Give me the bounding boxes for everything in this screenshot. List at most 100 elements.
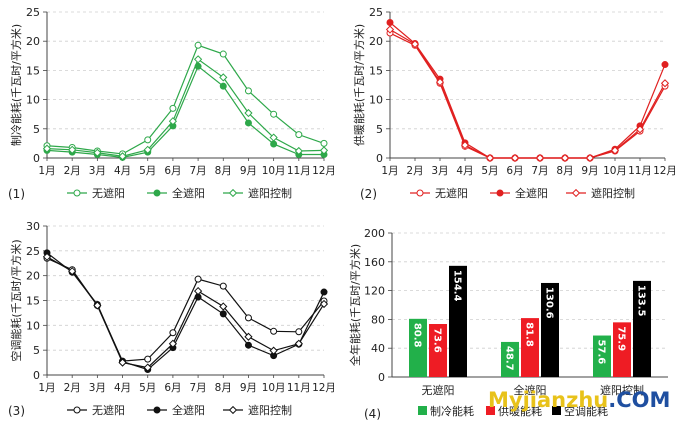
p2-ylabel: 供暖能耗(千瓦时/平方米): [352, 24, 366, 146]
p1-legend-marker: [153, 189, 161, 197]
p4-bar: [449, 265, 467, 377]
p4-ytick-label: 0: [378, 371, 385, 384]
p4-bar: [501, 341, 519, 377]
p3-ytick-label: 15: [26, 295, 40, 308]
p4-panel-label: (4): [364, 407, 381, 421]
p3-ylabel: 空调能耗(千瓦时/平方米): [9, 239, 23, 361]
p2-ytick-label: 10: [369, 94, 383, 107]
p4-ytick-label: 120: [364, 285, 385, 298]
p2-ytick-label: 15: [369, 64, 383, 77]
p1-ytick-label: 5: [33, 123, 40, 136]
p1-xtick-label: 4月: [114, 165, 131, 177]
p2-legend-marker: [416, 189, 424, 197]
p2-ytick-label: 25: [369, 6, 383, 19]
p4-category-label: 遮阳控制: [600, 383, 644, 397]
p2-series-3-point: [560, 153, 570, 163]
p2-xtick-label: 11月: [628, 165, 652, 177]
p3-xtick-label: 3月: [89, 382, 106, 394]
p2-xtick-label: 9月: [581, 165, 598, 177]
p3-series-3-point: [319, 299, 329, 309]
p1-series-1-point: [320, 139, 328, 147]
p3-xtick-label: 4月: [114, 382, 131, 394]
p4-ytick-label: 40: [371, 342, 385, 355]
p3-xtick-label: 7月: [189, 382, 206, 394]
p2-series-3-point: [460, 141, 470, 150]
p4-bar: [409, 318, 427, 377]
p2-series-2-point: [661, 61, 669, 69]
p2-series-3-point: [585, 153, 595, 163]
p1-series-1-point: [169, 104, 177, 112]
p2-xtick-label: 1月: [381, 165, 398, 177]
p1-xtick-label: 1月: [38, 165, 55, 177]
p1-series-3-point: [219, 73, 228, 82]
p2-series-line-2: [389, 22, 666, 159]
p4-bar-value-label: 130.6: [544, 287, 555, 319]
p1-xtick-label: 12月: [312, 165, 336, 177]
p3-ytick-label: 25: [26, 245, 40, 258]
p3-ytick-label: 30: [26, 220, 40, 233]
p3-series-1-point: [194, 275, 202, 283]
p2-series-3-point: [385, 25, 395, 34]
p3-series-3-point: [269, 346, 278, 355]
p1-series-line-2: [46, 65, 324, 159]
p1-xtick-label: 6月: [164, 165, 181, 177]
p4-bar-value-label: 80.8: [412, 323, 423, 348]
p2-series-2-point: [386, 19, 394, 27]
p1-legend-marker: [73, 189, 81, 197]
p4-bar: [429, 324, 447, 377]
p2-xtick-label: 3月: [431, 165, 448, 177]
p3-xtick-label: 11月: [287, 382, 311, 394]
p3-xtick-label: 2月: [64, 382, 81, 394]
p3-legend-label: 遮阳控制: [248, 403, 292, 417]
p3-ytick-label: 10: [26, 319, 40, 332]
p3-series-line-2: [46, 252, 325, 371]
p3-series-1-point: [144, 355, 152, 363]
p1-xtick-label: 7月: [189, 165, 206, 177]
p2-xtick-label: 7月: [531, 165, 548, 177]
p4-bar-value-label: 48.7: [504, 346, 515, 371]
p1-series-3-point: [168, 117, 178, 126]
p1-xtick-label: 8月: [215, 165, 232, 177]
p1-series-2-point: [219, 82, 227, 90]
p1-series-3-point: [143, 145, 152, 154]
p3-series-3-point: [42, 252, 52, 261]
p2-legend-marker: [496, 189, 504, 197]
p3-legend-marker: [73, 406, 81, 414]
p1-series-3-point: [294, 146, 303, 156]
p3-series-1-point: [169, 329, 177, 337]
p1-series-3-point: [42, 144, 52, 153]
p3-series-1-point: [295, 328, 303, 336]
p3-legend-label: 全遮阳: [172, 403, 205, 417]
watermark-part1: Myjianzhu: [488, 388, 609, 412]
p2-series-3-point: [635, 125, 645, 134]
p1-series-3-point: [193, 55, 203, 64]
p3-series-3-point: [219, 302, 228, 311]
p1-series-1-point: [194, 41, 202, 49]
p4-legend-label: 供暖能耗: [498, 404, 542, 418]
p4-ytick-label: 80: [371, 313, 385, 326]
p1-series-1-point: [144, 136, 152, 144]
p3-series-1-point: [270, 327, 278, 335]
p2-series-3-point: [660, 79, 670, 88]
watermark: Myjianzhu.COM: [488, 388, 670, 412]
p3-xtick-label: 8月: [215, 382, 232, 394]
p4-legend-swatch: [486, 406, 495, 415]
p3-xtick-label: 1月: [38, 382, 55, 394]
p1-xtick-label: 9月: [240, 165, 257, 177]
p1-series-3-point: [68, 145, 77, 154]
p1-series-3-point: [319, 146, 329, 155]
p4-ytick-label: 200: [364, 227, 385, 240]
p1-series-1-point: [295, 131, 303, 139]
p2-xtick-label: 8月: [556, 165, 573, 177]
p3-series-2-point: [244, 341, 252, 349]
p3-ytick-label: 20: [26, 270, 40, 283]
p1-series-3-point: [118, 152, 127, 161]
p1-ytick-label: 20: [26, 35, 40, 48]
p4-bar: [613, 322, 631, 377]
p3-series-1-point: [244, 314, 252, 322]
p4-ytick-label: 160: [364, 256, 385, 269]
p4-category-label: 全遮阳: [514, 383, 547, 397]
p1-xtick-label: 3月: [89, 165, 106, 177]
p4-bar-value-label: 133.5: [636, 285, 647, 317]
p3-series-3-point: [68, 267, 77, 276]
